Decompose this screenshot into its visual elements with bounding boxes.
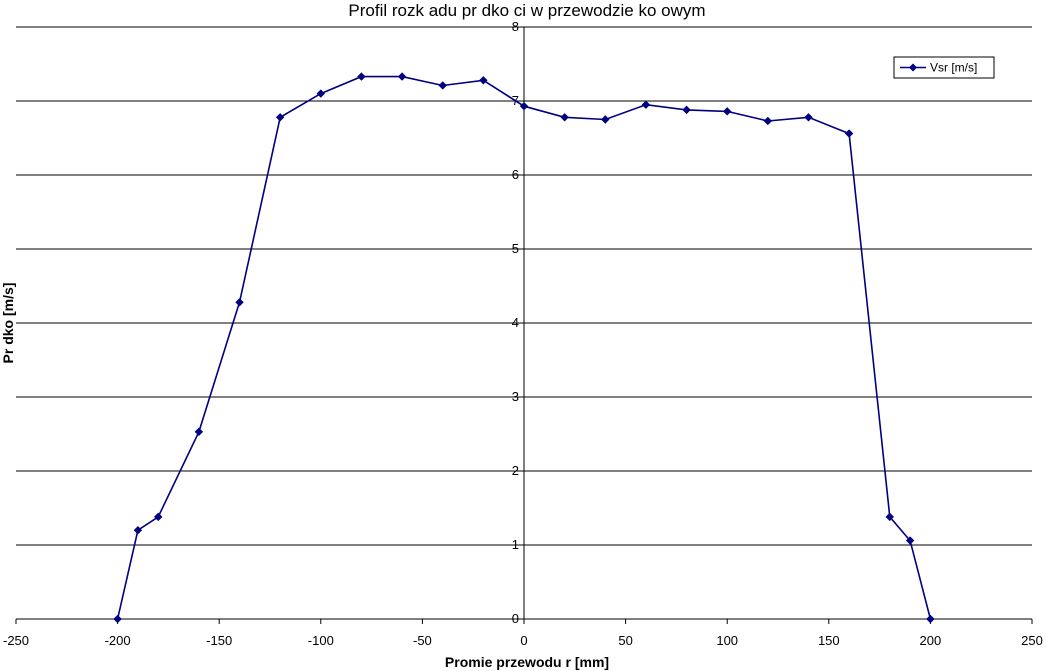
data-point xyxy=(641,100,651,109)
data-point xyxy=(601,115,610,124)
tick-labels: -250 -200 -150 -100 -50 0 50 100 150 200 250 0 1 2 3 4 5… xyxy=(3,19,1043,648)
data-point xyxy=(804,113,813,122)
data-point xyxy=(316,89,325,98)
x-tick-label: 100 xyxy=(716,633,738,648)
x-tick-label: 0 xyxy=(520,633,527,648)
y-tick-label: 1 xyxy=(512,537,519,552)
data-point xyxy=(519,101,529,111)
series-layer xyxy=(113,72,935,624)
y-tick-label: 4 xyxy=(512,315,519,330)
y-axis-title: Pr dko [m/s] xyxy=(0,283,16,364)
data-point xyxy=(275,113,285,122)
y-tick-label: 5 xyxy=(512,241,519,256)
data-point xyxy=(479,76,488,85)
y-tick-label: 8 xyxy=(512,19,519,34)
legend: Vsr [m/s] xyxy=(893,56,995,79)
legend-marker xyxy=(909,63,917,72)
x-axis-title: Promie przewodu r [mm] xyxy=(445,654,609,670)
x-tick-label: -250 xyxy=(3,633,29,648)
x-tick-label: 50 xyxy=(618,633,632,648)
y-tick-label: 3 xyxy=(512,389,519,404)
x-tick-label: 200 xyxy=(920,633,942,648)
data-point xyxy=(194,427,204,436)
data-point xyxy=(397,72,407,81)
y-tick-label: 2 xyxy=(512,463,519,478)
x-tick-label: 250 xyxy=(1021,633,1043,648)
x-tick-label: -50 xyxy=(413,633,432,648)
data-point xyxy=(844,129,854,138)
data-point xyxy=(926,614,935,624)
x-tick-label: -150 xyxy=(206,633,232,648)
axes xyxy=(15,26,1033,624)
x-tick-label: 150 xyxy=(818,633,840,648)
data-point xyxy=(357,72,366,81)
data-point xyxy=(560,113,569,122)
data-point xyxy=(154,512,163,522)
data-point xyxy=(763,116,773,126)
legend-label: Vsr [m/s] xyxy=(930,61,977,75)
y-tick-label: 6 xyxy=(512,167,519,182)
data-point xyxy=(113,614,122,624)
data-point xyxy=(723,107,732,116)
x-tick-label: -100 xyxy=(308,633,334,648)
x-tick-label: -200 xyxy=(105,633,131,648)
data-point xyxy=(235,298,244,307)
data-point xyxy=(438,81,447,90)
y-tick-label: 0 xyxy=(512,611,519,626)
data-point xyxy=(682,105,691,115)
data-point xyxy=(905,536,915,545)
legend-box xyxy=(893,56,995,79)
data-point xyxy=(133,526,143,535)
chart-title: Profil rozk adu pr dko ci w przewodzie k… xyxy=(348,1,705,20)
data-point xyxy=(885,512,894,522)
